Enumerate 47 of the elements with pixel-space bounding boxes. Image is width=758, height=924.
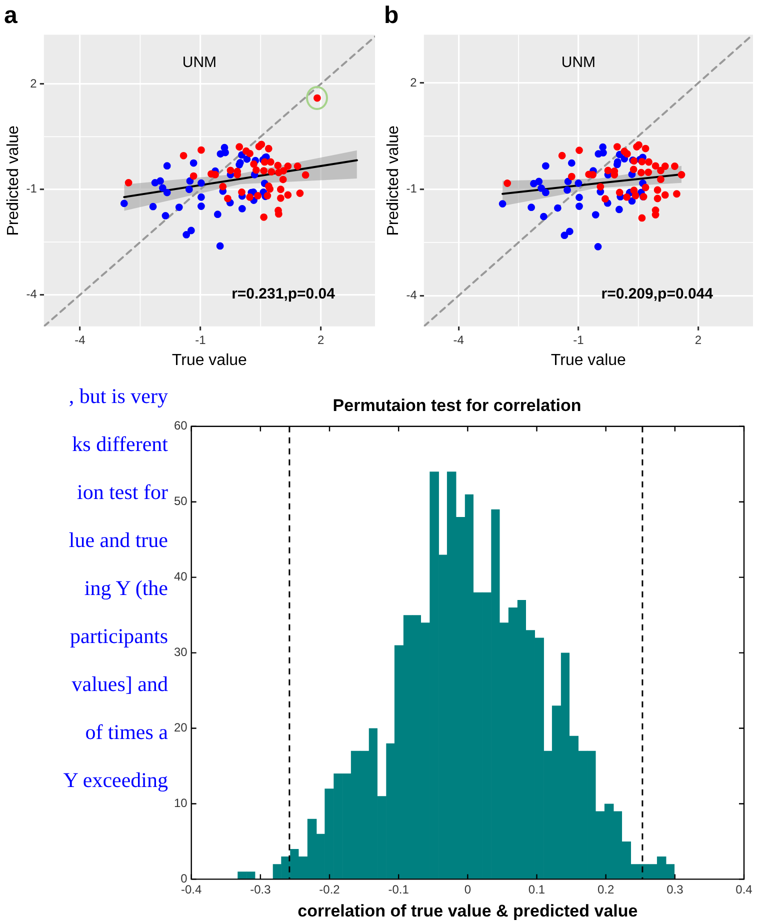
text: of times a bbox=[84, 719, 168, 746]
y-tick-label: 2 bbox=[30, 76, 38, 90]
y-tick-label: 30 bbox=[174, 645, 188, 660]
y-axis-title: Predicted value bbox=[5, 125, 22, 236]
x-tick-label: 0.2 bbox=[597, 882, 614, 897]
x-tick-label: 2 bbox=[317, 332, 324, 347]
y-tick-label: -1 bbox=[26, 182, 38, 196]
text: ing Y (the bbox=[83, 575, 168, 602]
y-axis-title: Predicted value bbox=[385, 125, 402, 236]
x-tick-label: -0.2 bbox=[319, 882, 340, 897]
x-axis-title: True value bbox=[550, 352, 626, 369]
x-tick-label: 0 bbox=[464, 882, 472, 897]
text: Y exceeding bbox=[62, 767, 168, 794]
annotation: r=0.209,p=0.044 bbox=[601, 285, 714, 302]
y-tick-label: 10 bbox=[174, 796, 188, 810]
chart-title: Permutaion test for correlation bbox=[332, 396, 582, 415]
y-tick-label: 40 bbox=[174, 570, 188, 584]
text: ion test for bbox=[76, 479, 168, 506]
x-axis-title: True value bbox=[172, 352, 248, 369]
text: ks different bbox=[71, 431, 168, 458]
x-tick-label: -4 bbox=[74, 332, 86, 347]
y-tick-label: -4 bbox=[406, 288, 418, 302]
y-tick-label: -1 bbox=[406, 182, 418, 196]
x-tick-label: 0.4 bbox=[736, 882, 753, 897]
x-axis-title: correlation of true value & predicted value bbox=[298, 901, 638, 920]
x-tick-label: 2 bbox=[694, 332, 702, 347]
text: , but is very bbox=[68, 383, 168, 410]
x-tick-label: 0.1 bbox=[528, 882, 546, 897]
annotation: UNM bbox=[561, 54, 596, 71]
x-tick-label: -0.3 bbox=[250, 882, 272, 897]
annotation: UNM bbox=[182, 54, 217, 71]
y-tick-label: 2 bbox=[410, 75, 418, 90]
x-tick-label: -1 bbox=[573, 332, 584, 347]
text: lue and true bbox=[68, 527, 168, 554]
y-tick-label: 60 bbox=[174, 418, 188, 433]
annotation: r=0.231,p=0.04 bbox=[232, 285, 336, 302]
chart-title: b bbox=[384, 2, 399, 30]
x-tick-label: -1 bbox=[195, 332, 206, 347]
text: values] and bbox=[70, 671, 168, 698]
y-tick-label: 50 bbox=[174, 494, 188, 508]
chart-title: a bbox=[4, 2, 18, 30]
x-tick-label: -4 bbox=[453, 332, 464, 347]
y-tick-label: 20 bbox=[174, 720, 188, 735]
y-tick-label: -4 bbox=[26, 287, 38, 302]
text: participants bbox=[69, 623, 168, 650]
x-tick-label: 0.3 bbox=[666, 882, 684, 897]
x-tick-label: -0.1 bbox=[388, 882, 410, 897]
